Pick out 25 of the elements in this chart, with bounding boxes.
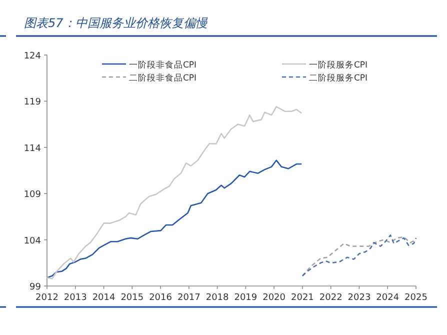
y-tick-label: 119: [24, 98, 42, 108]
x-tick-label: 2015: [120, 293, 144, 303]
title: 图表57：中国服务业价格恢复偏慢: [24, 16, 208, 30]
x-tick-label: 2023: [348, 293, 371, 303]
x-tick-label: 2013: [64, 293, 87, 303]
x-tick-label: 2019: [234, 293, 258, 303]
x-tick-label: 2017: [177, 293, 200, 303]
x-tick-label: 2024: [376, 293, 400, 303]
x-tick-label: 2018: [206, 293, 230, 303]
x-tick-label: 2020: [262, 293, 286, 303]
legend-label: 一阶段非食品CPI: [129, 60, 197, 70]
x-tick-label: 2012: [36, 293, 58, 303]
legend-label: 二阶段非食品CPI: [129, 72, 197, 84]
y-tick-label: 99: [30, 282, 42, 292]
y-tick-label: 104: [24, 236, 42, 246]
y-tick-label: 109: [24, 190, 42, 200]
x-tick-label: 2014: [92, 293, 116, 303]
y-tick-label: 124: [24, 52, 42, 62]
x-tick-label: 2016: [149, 293, 172, 303]
x-tick-label: 2025: [404, 293, 428, 303]
legend-label: 一阶段服务CPI: [309, 60, 368, 70]
legend-label: 二阶段服务CPI: [309, 72, 368, 84]
x-tick-label: 2022: [319, 293, 342, 303]
x-tick-label: 2021: [291, 293, 314, 303]
y-tick-label: 114: [24, 144, 42, 154]
